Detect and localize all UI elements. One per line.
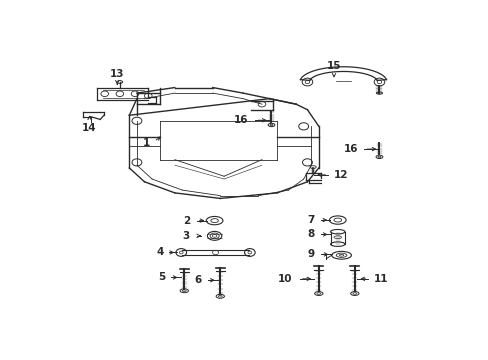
Text: 4: 4	[156, 247, 163, 257]
Text: 12: 12	[333, 170, 348, 180]
Text: 16: 16	[234, 115, 248, 125]
Text: 1: 1	[142, 138, 150, 148]
Text: 16: 16	[343, 144, 357, 154]
Text: 10: 10	[277, 274, 292, 284]
Text: 6: 6	[194, 275, 202, 285]
Text: 3: 3	[183, 231, 189, 241]
Text: 9: 9	[307, 249, 314, 260]
Text: 11: 11	[373, 274, 387, 284]
Text: 7: 7	[307, 215, 314, 225]
Text: 2: 2	[183, 216, 189, 226]
Text: 14: 14	[82, 123, 97, 133]
Text: 15: 15	[326, 61, 341, 71]
Text: 8: 8	[307, 229, 314, 239]
Text: 5: 5	[158, 273, 165, 283]
Text: 13: 13	[110, 69, 124, 79]
